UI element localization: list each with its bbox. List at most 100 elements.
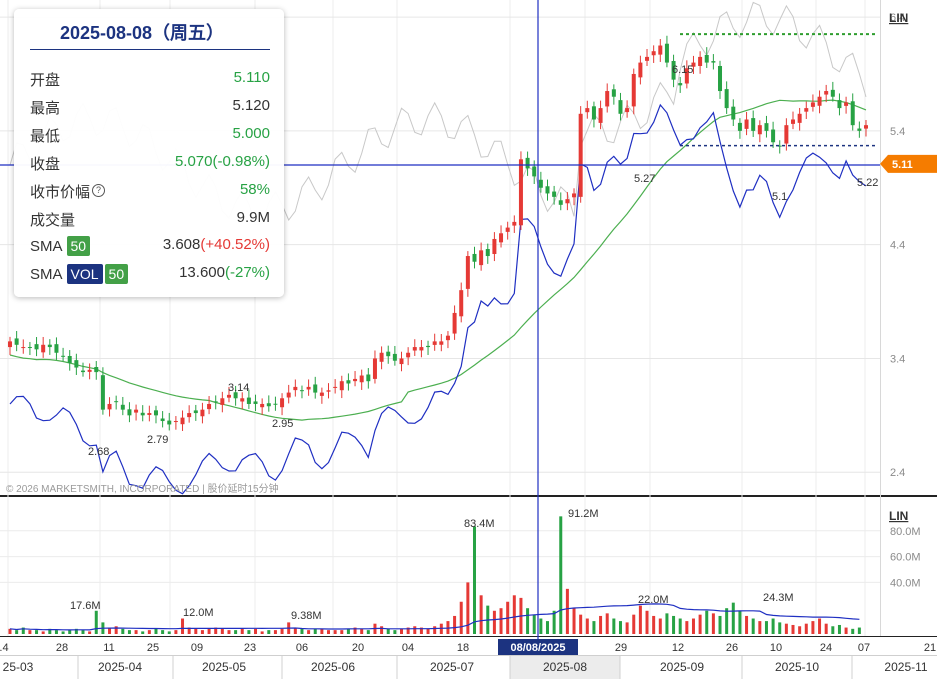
volume-bar [35, 630, 39, 634]
candle-body [353, 378, 358, 382]
date-tick-label: 04 [402, 642, 414, 654]
volume-bar [380, 626, 384, 634]
candle-body [213, 401, 218, 403]
candle-body [333, 386, 338, 388]
candle-body [173, 421, 178, 423]
date-tick-label: 24 [820, 642, 832, 654]
info-icon[interactable]: ? [92, 184, 106, 197]
candle-body [200, 409, 205, 417]
row-close-range: 收市价幅? 58% [30, 181, 270, 201]
volume-bar [778, 622, 782, 634]
volume-bar [784, 623, 788, 634]
volume-bar [512, 595, 516, 634]
volume-bar [141, 631, 145, 634]
volume-bar [804, 623, 808, 634]
volume-bar [678, 618, 682, 634]
price-tick-label: 5.4 [890, 126, 905, 138]
volume-bar [74, 628, 78, 634]
volume-bar [320, 628, 324, 634]
volume-bar [625, 622, 629, 634]
candle-body [100, 375, 105, 410]
date-tick-label: 07 [858, 642, 870, 654]
sma-period-badge: 50 [66, 236, 91, 256]
candle-body [777, 145, 782, 147]
date-tick-label: 25 [147, 642, 159, 654]
candle-body [74, 360, 79, 368]
candle-body [326, 390, 331, 392]
candle-body [246, 397, 251, 404]
month-tick-label: 25-03 [3, 660, 34, 674]
low-value: 5.000 [232, 125, 270, 142]
candle-body [698, 56, 703, 66]
volume-value: 9.9M [236, 209, 270, 226]
volume-bar [386, 628, 390, 634]
price-tick-label: 4.4 [890, 240, 905, 252]
candle-body [512, 221, 517, 226]
volume-bar [247, 630, 251, 634]
tooltip-divider [30, 49, 270, 50]
volume-bar [400, 628, 404, 634]
volume-bar [618, 621, 622, 634]
candle-body [651, 51, 656, 56]
low-label: 最低 [30, 128, 61, 145]
panel-separator [0, 495, 937, 497]
date-tick-label: 11 [103, 642, 114, 654]
candle-body [193, 410, 198, 414]
current-price-tag [880, 154, 937, 173]
volume-tick-label: 40.0M [890, 577, 921, 589]
price-tick-label: 3.4 [890, 353, 905, 365]
date-tick-label: 09 [191, 642, 203, 654]
row-low: 最低 5.000 [30, 125, 270, 145]
candle-body [47, 344, 52, 348]
row-close: 收盘 5.070(-0.98%) [30, 153, 270, 173]
volume-bar [851, 628, 855, 634]
candle-body [406, 352, 411, 358]
volume-bar [353, 627, 357, 634]
volume-bar [592, 621, 596, 634]
candle-body [479, 250, 484, 266]
candle-body [34, 344, 39, 350]
candle-body [366, 374, 371, 382]
volume-bar [340, 630, 344, 634]
candle-body [207, 403, 212, 410]
month-tick-label: 2025-09 [660, 660, 704, 674]
candle-body [372, 358, 377, 379]
candle-body [127, 409, 132, 416]
volume-bar [638, 605, 642, 634]
volume-bar [731, 602, 735, 634]
volume-annotation: 91.2M [568, 508, 599, 520]
volume-label: 成交量 [30, 212, 76, 229]
candle-body [737, 122, 742, 131]
candle-body [492, 238, 497, 255]
volume-bar [459, 601, 463, 634]
candle-body [605, 91, 610, 107]
candle-body [160, 418, 165, 422]
volume-bar [612, 618, 616, 634]
volume-bar [526, 608, 530, 634]
volume-bar [108, 627, 112, 634]
crosshair-date-label: 08/08/2025 [510, 642, 565, 654]
month-tick-label: 2025-04 [98, 660, 142, 674]
candle-body [439, 341, 444, 345]
volume-bar [393, 630, 397, 634]
candle-body [658, 45, 663, 55]
volume-bar [88, 631, 92, 634]
volume-annotation: 17.6M [70, 600, 101, 612]
volume-bar [426, 628, 430, 634]
sma-vol-value: 13.600 [179, 264, 225, 281]
volume-bar [327, 630, 331, 634]
row-high: 最高 5.120 [30, 97, 270, 117]
candle-body [784, 125, 789, 144]
price-annotation: 2.68 [88, 446, 109, 458]
volume-bar [466, 582, 470, 634]
candle-body [591, 106, 596, 120]
date-tick-label: 29 [615, 642, 627, 654]
volume-tick-label: 80.0M [890, 526, 921, 538]
month-tick-label: 2025-11 [884, 660, 927, 674]
candle-body [432, 341, 437, 345]
price-annotation: 5.27 [634, 173, 655, 185]
candle-body [445, 335, 450, 341]
volume-bar [147, 630, 151, 634]
volume-bar [472, 526, 476, 634]
